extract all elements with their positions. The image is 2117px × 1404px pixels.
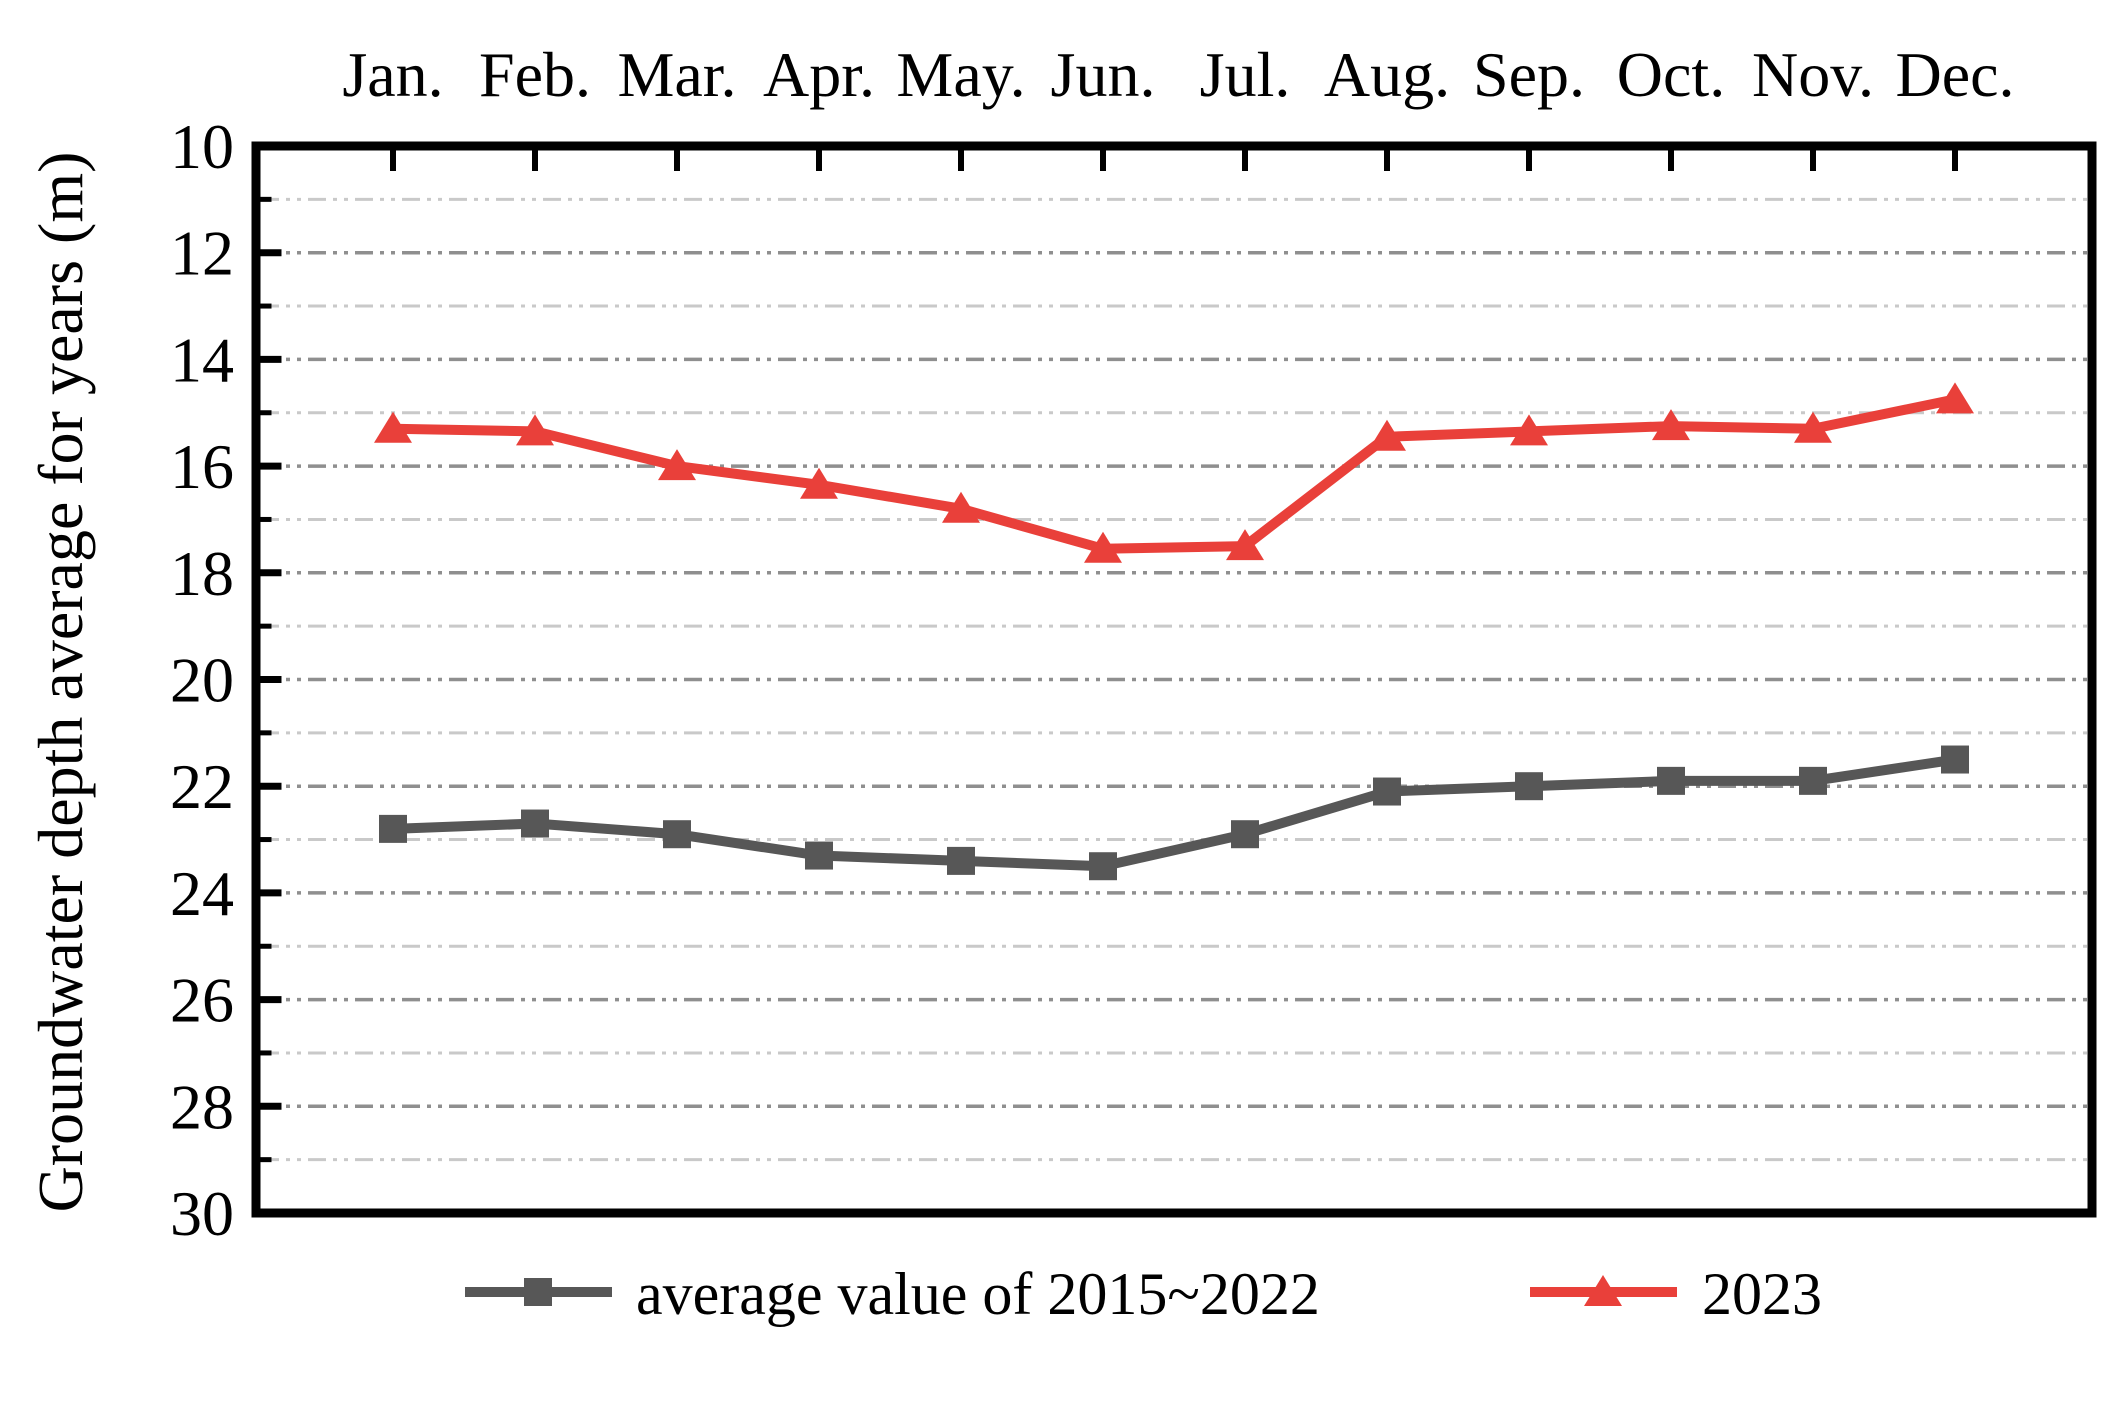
month-label: Dec. (1895, 39, 2014, 110)
y-tick-label: 24 (170, 858, 234, 929)
month-label: Apr. (763, 39, 875, 110)
square-marker (1231, 820, 1259, 849)
y-tick-label: 26 (170, 965, 234, 1036)
y-tick-label: 22 (170, 751, 234, 822)
triangle-marker (374, 411, 412, 443)
axis-ticks (260, 150, 1958, 1163)
square-marker (663, 820, 691, 849)
y-tick-labels: 10 12 14 16 18 20 22 24 26 28 30 (170, 111, 234, 1249)
month-label: Jun. (1051, 39, 1156, 110)
legend-label: average value of 2015~2022 (636, 1261, 1320, 1327)
y-tick-label: 18 (170, 538, 234, 609)
month-label: Sep. (1473, 39, 1585, 110)
square-marker (1799, 766, 1827, 795)
legend: average value of 2015~2022 2023 (465, 1261, 1822, 1327)
y-tick-label: 30 (170, 1178, 234, 1249)
legend-label: 2023 (1702, 1261, 1822, 1327)
square-marker (947, 846, 975, 875)
month-label: Nov. (1752, 39, 1874, 110)
y-tick-label: 12 (170, 218, 234, 289)
month-label: Jul. (1200, 39, 1291, 110)
series-line (392, 394, 1957, 554)
y-axis-title: Groundwater depth average for years (m) (25, 152, 96, 1213)
month-label: Mar. (617, 39, 736, 110)
month-label: May. (896, 39, 1025, 110)
month-label: Aug. (1324, 39, 1450, 110)
square-marker (524, 1278, 552, 1306)
triangle-marker (1226, 529, 1264, 561)
gridlines (261, 197, 2087, 1162)
series-triangle (374, 382, 1974, 563)
legend-item: 2023 (1530, 1261, 1822, 1327)
legend-item: average value of 2015~2022 (465, 1261, 1320, 1327)
y-tick-label: 10 (170, 111, 234, 182)
month-label: Jan. (342, 39, 443, 110)
square-marker (1373, 777, 1401, 806)
triangle-marker (1368, 419, 1406, 451)
square-marker (1657, 766, 1685, 795)
plot-border (251, 141, 2097, 1218)
series-square (379, 745, 1969, 881)
triangle-marker (1084, 531, 1122, 563)
month-labels: Jan. Feb. Mar. Apr. May. Jun. Jul. Aug. Sep. Oct.… (342, 39, 2014, 110)
y-tick-label: 28 (170, 1071, 234, 1142)
triangle-marker (1584, 1275, 1622, 1306)
series-line (392, 754, 1956, 872)
square-marker (805, 841, 833, 870)
y-tick-label: 14 (170, 324, 234, 395)
square-marker (379, 814, 407, 843)
data-series (374, 382, 1974, 881)
triangle-marker (942, 491, 980, 523)
month-label: Feb. (479, 39, 591, 110)
square-marker (1089, 852, 1117, 881)
triangle-marker (1936, 382, 1974, 414)
square-marker (521, 809, 549, 838)
y-tick-label: 16 (170, 431, 234, 502)
triangle-marker (800, 467, 838, 499)
square-marker (1941, 745, 1969, 774)
month-label: Oct. (1617, 39, 1725, 110)
triangle-marker (1510, 414, 1548, 446)
y-tick-label: 20 (170, 645, 234, 716)
triangle-marker (658, 449, 696, 481)
triangle-marker (1794, 411, 1832, 443)
square-marker (1515, 772, 1543, 801)
triangle-marker (1652, 409, 1690, 441)
triangle-marker (516, 414, 554, 446)
